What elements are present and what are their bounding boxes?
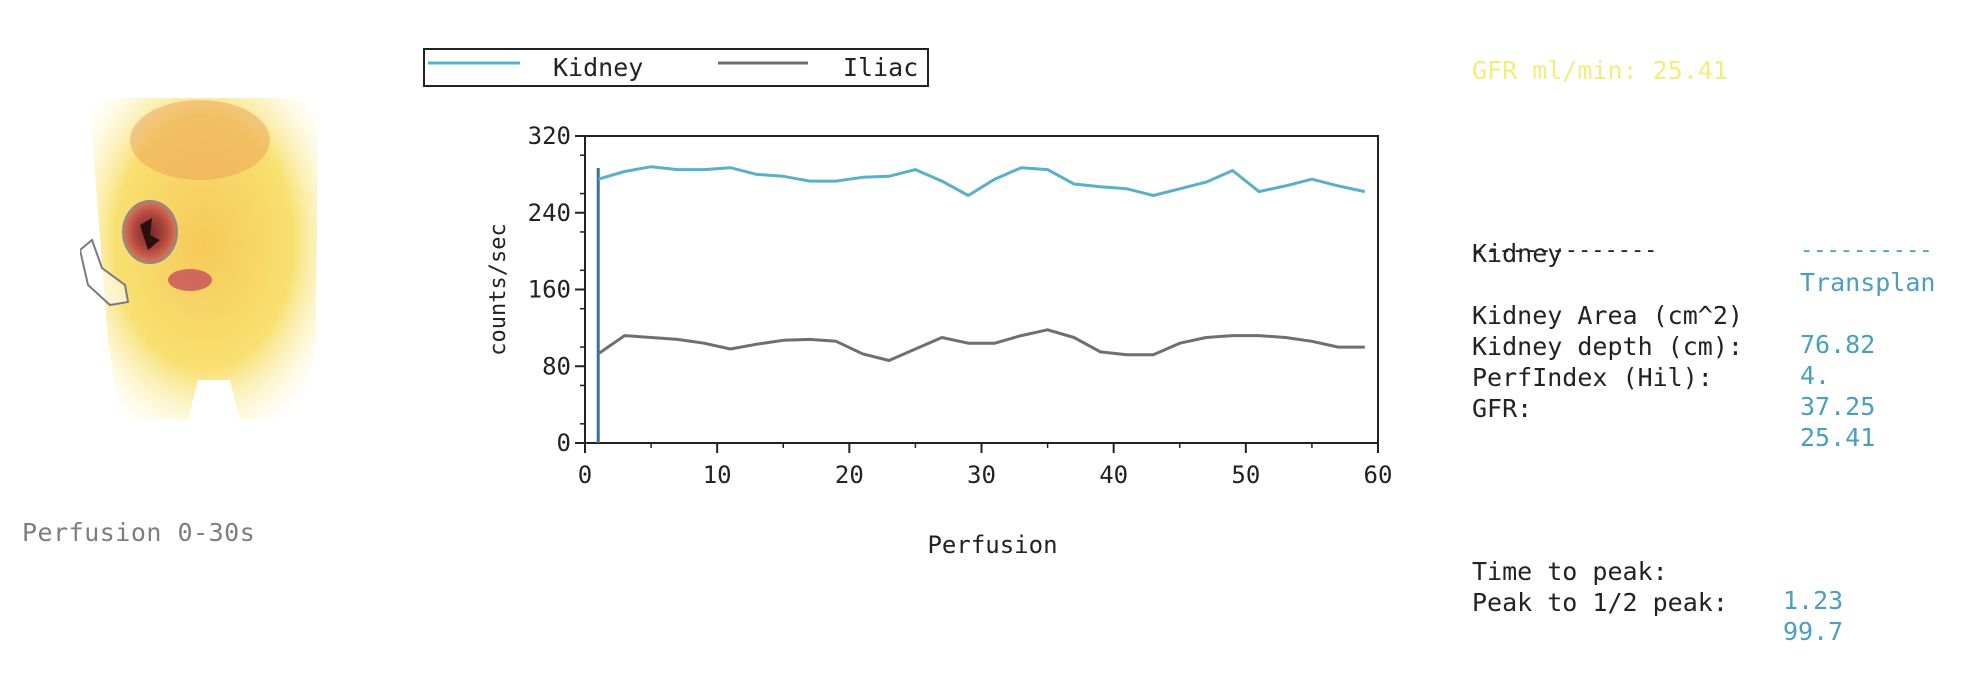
y-tick-label: 240 — [528, 199, 571, 227]
timing-row-value: 99.7 — [1783, 617, 1844, 646]
x-axis-label: Perfusion — [927, 531, 1057, 559]
legend-label-iliac: Iliac — [843, 53, 918, 82]
stats-row: PerfIndex (Hil): 37.25 — [1472, 334, 1875, 450]
stats-row-label: PerfIndex (Hil): — [1472, 363, 1713, 392]
gfr-header-text: GFR ml/min: 25.41 — [1472, 56, 1728, 85]
series-line-iliac — [597, 328, 1365, 362]
stats-row: Kidney Area (cm^2) 76.82 — [1472, 272, 1875, 388]
plot-frame — [584, 135, 1379, 444]
x-tick-label: 20 — [835, 461, 864, 489]
legend-box — [423, 48, 929, 87]
header-divider-left: -------------- — [1472, 238, 1658, 263]
stats-row-value: 37.25 — [1800, 392, 1876, 421]
stats-row-label: GFR: — [1472, 394, 1533, 423]
timing-row: Time to peak: 1.23 — [1472, 528, 1843, 644]
perfusion-scan-image — [80, 97, 319, 420]
timing-row-label: Peak to 1/2 peak: — [1472, 588, 1728, 617]
scan-caption: Perfusion 0-30s — [22, 518, 256, 547]
y-axis-label: counts/sec — [486, 223, 511, 355]
stats-panel: Kidney Transplan -------------- --------… — [1472, 0, 1987, 691]
x-tick-label: 50 — [1231, 461, 1260, 489]
kidney-hilum — [140, 218, 160, 250]
stats-header: Kidney Transplan — [1472, 210, 1935, 326]
stats-row-value: 25.41 — [1800, 423, 1876, 452]
legend-label-kidney: Kidney — [553, 53, 643, 82]
y-tick-label: 80 — [542, 352, 571, 380]
y-tick-label: 320 — [528, 122, 571, 150]
bladder-activity — [168, 269, 212, 291]
x-tick-label: 40 — [1099, 461, 1128, 489]
stats-header-value: Transplan — [1800, 268, 1936, 297]
timing-row-label: Time to peak: — [1472, 557, 1668, 586]
upper-activity — [130, 100, 270, 180]
timing-row-value: 1.23 — [1783, 586, 1844, 615]
timing-row: Peak to 1/2 peak: 99.7 — [1472, 559, 1843, 675]
stats-row-label: Kidney depth (cm): — [1472, 332, 1743, 361]
header-divider-right: ---------- — [1800, 238, 1933, 263]
x-tick-label: 10 — [703, 461, 732, 489]
iliac-roi-outline — [80, 238, 130, 307]
y-tick-label: 160 — [528, 276, 571, 304]
x-tick-label: 0 — [578, 461, 592, 489]
stats-row: Kidney depth (cm): 4. — [1472, 303, 1830, 419]
stats-row-label: Kidney Area (cm^2) — [1472, 301, 1743, 330]
stats-header-label: Kidney — [1472, 239, 1563, 268]
x-tick-label: 60 — [1364, 461, 1393, 489]
body-silhouette — [90, 97, 319, 420]
series-line-kidney — [597, 165, 1366, 197]
stats-row-value: 76.82 — [1800, 330, 1876, 359]
x-tick-label: 30 — [967, 461, 996, 489]
stats-row: GFR: 25.41 — [1472, 365, 1875, 481]
y-tick-label: 0 — [557, 429, 571, 457]
stats-row-value: 4. — [1800, 361, 1831, 390]
perfusion-chart: 0 80 160 240 320 0 10 20 30 40 50 60 Perfusion counts… — [423, 48, 1393, 559]
